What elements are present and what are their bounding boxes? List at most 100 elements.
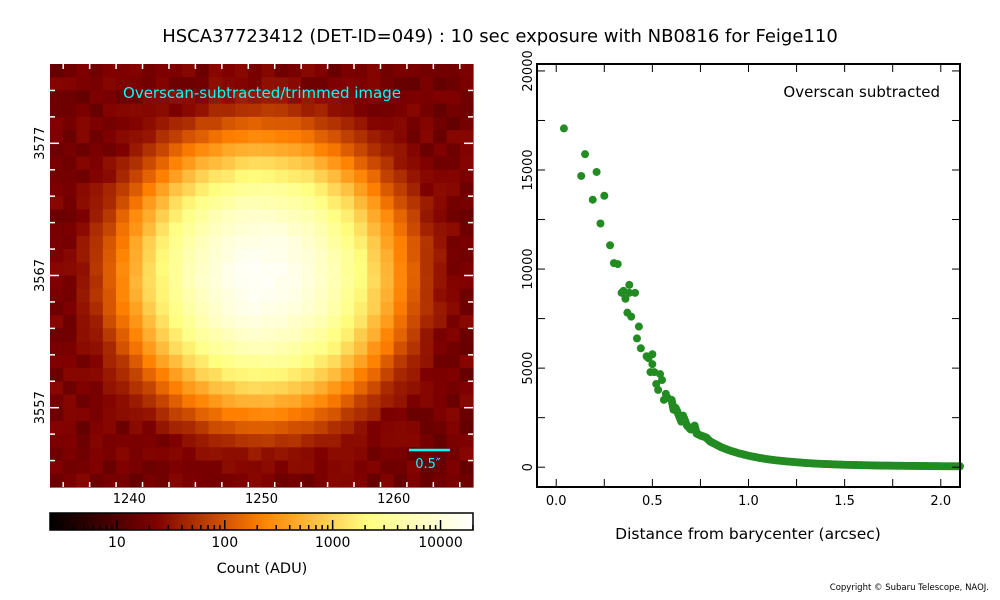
- data-point: [631, 288, 640, 297]
- image-pixel: [380, 262, 395, 277]
- image-pixel: [433, 77, 448, 92]
- image-pixel: [50, 447, 64, 462]
- image-pixel: [420, 235, 434, 250]
- data-point: [592, 167, 601, 176]
- image-pixel: [301, 473, 315, 488]
- image-pixel: [367, 90, 382, 105]
- image-pixel: [221, 262, 236, 277]
- image-pixel: [380, 315, 395, 329]
- image-pixel: [301, 235, 315, 250]
- image-pixel: [182, 420, 197, 435]
- image-pixel: [446, 90, 461, 105]
- image-pixel: [287, 315, 302, 329]
- image-pixel: [168, 182, 183, 197]
- image-pixel: [314, 460, 329, 475]
- image-pixel: [195, 354, 210, 369]
- image-pixel: [327, 90, 342, 105]
- image-pixel: [446, 64, 461, 78]
- x-tick-label: 2.0: [930, 494, 951, 509]
- image-pixel: [380, 116, 395, 131]
- image-pixel: [420, 222, 434, 237]
- image-pixel: [446, 169, 461, 184]
- image-pixel: [406, 328, 421, 343]
- image-pixel: [314, 275, 329, 290]
- image-pixel: [63, 434, 78, 448]
- image-pixel: [221, 447, 236, 462]
- image-pixel: [287, 116, 302, 131]
- image-pixel: [208, 447, 223, 462]
- image-pixel: [393, 275, 408, 290]
- image-pixel: [235, 156, 249, 171]
- image-pixel: [433, 354, 448, 369]
- data-point: [657, 376, 666, 385]
- image-pixel: [168, 262, 183, 277]
- image-pixel: [380, 460, 395, 475]
- image-pixel: [459, 368, 474, 382]
- colorbar: [49, 512, 474, 531]
- image-pixel: [380, 222, 395, 237]
- image-pixel: [76, 460, 91, 475]
- image-pixel: [102, 209, 117, 224]
- image-pixel: [248, 262, 263, 277]
- image-pixel: [89, 222, 104, 237]
- image-pixel: [116, 341, 130, 356]
- image-pixel: [89, 354, 104, 369]
- image-pixel: [102, 460, 117, 475]
- image-pixel: [274, 222, 289, 237]
- image-pixel: [182, 275, 197, 290]
- image-pixel: [182, 473, 197, 488]
- image-pixel: [301, 368, 315, 382]
- image-pixel: [129, 328, 144, 343]
- image-pixel: [340, 354, 355, 369]
- image-pixel: [420, 301, 434, 316]
- image-pixel: [393, 196, 408, 211]
- y-tick-label: 10000: [521, 248, 536, 289]
- image-pixel: [168, 381, 183, 396]
- image-pixel: [116, 103, 130, 118]
- image-pixel: [129, 381, 144, 396]
- image-pixel: [129, 420, 144, 435]
- image-pixel: [420, 262, 434, 277]
- image-pixel: [340, 301, 355, 316]
- image-pixel: [433, 473, 448, 488]
- image-pixel: [208, 169, 223, 184]
- image-pixel: [182, 130, 197, 144]
- image-pixel: [287, 368, 302, 382]
- image-pixel: [274, 130, 289, 144]
- image-pixel: [327, 196, 342, 211]
- image-pixel: [208, 249, 223, 263]
- image-pixel: [261, 447, 276, 462]
- image-pixel: [89, 130, 104, 144]
- image-pixel: [63, 473, 78, 488]
- image-pixel: [314, 420, 329, 435]
- image-pixel: [235, 196, 249, 211]
- image-pixel: [327, 235, 342, 250]
- image-pixel: [182, 116, 197, 131]
- y-tick-label: 3567: [33, 259, 48, 292]
- image-pixel: [168, 275, 183, 290]
- image-pixel: [274, 368, 289, 382]
- image-pixel: [76, 116, 91, 131]
- image-pixel: [340, 447, 355, 462]
- image-pixel: [433, 130, 448, 144]
- image-pixel: [459, 156, 474, 171]
- image-pixel: [327, 130, 342, 144]
- image-pixel: [420, 103, 434, 118]
- image-pixel: [340, 249, 355, 263]
- image-pixel: [446, 196, 461, 211]
- image-pixel: [314, 341, 329, 356]
- image-pixel: [446, 381, 461, 396]
- scatter-frame: [536, 63, 961, 488]
- image-pixel: [459, 381, 474, 396]
- image-pixel: [459, 301, 474, 316]
- image-pixel: [182, 209, 197, 224]
- image-pixel: [261, 460, 276, 475]
- image-pixel: [459, 407, 474, 422]
- data-point: [654, 385, 663, 394]
- image-pixel: [327, 407, 342, 422]
- image-pixel: [301, 130, 315, 144]
- image-pixel: [406, 90, 421, 105]
- image-pixel: [168, 394, 183, 409]
- image-pixel: [380, 381, 395, 396]
- image-pixel: [89, 288, 104, 303]
